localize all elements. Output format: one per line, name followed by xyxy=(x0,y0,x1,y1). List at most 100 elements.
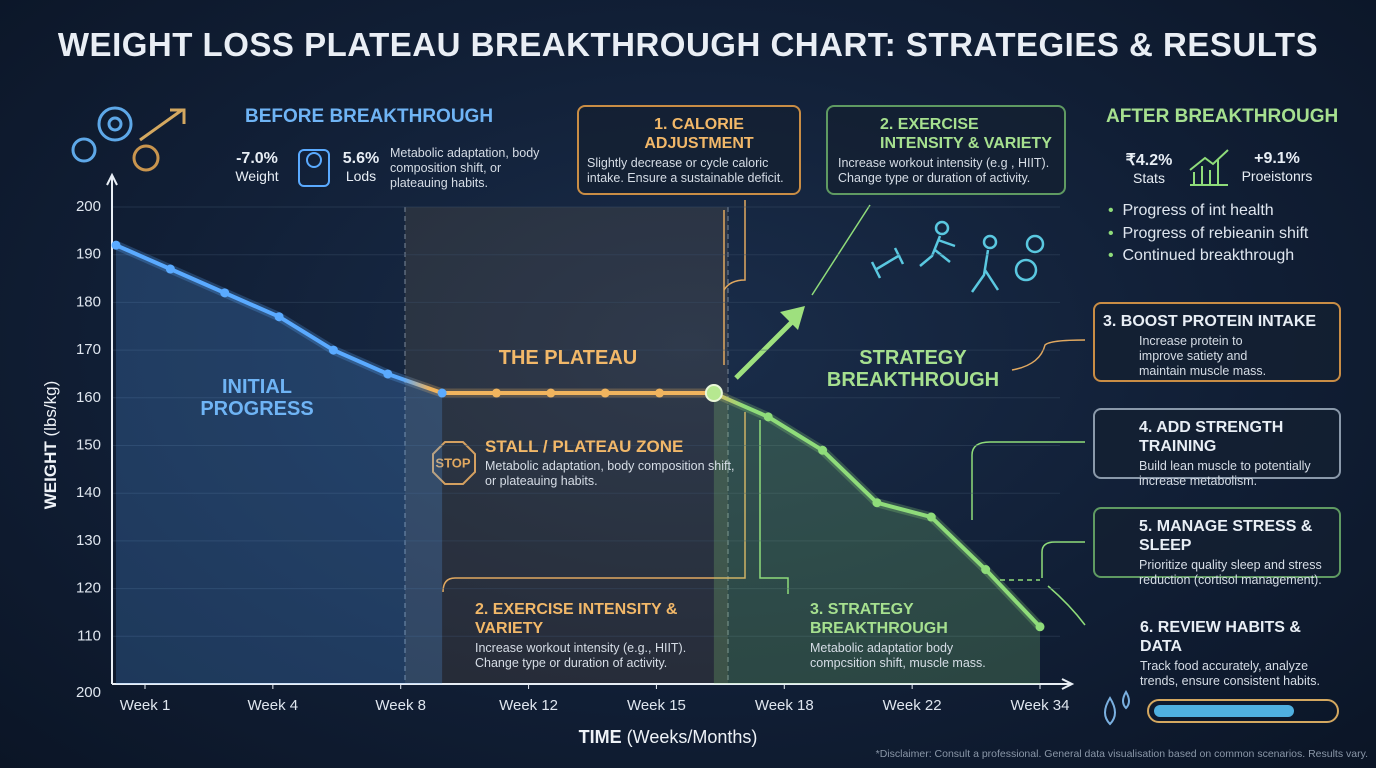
plateau-zone xyxy=(405,207,728,684)
point xyxy=(546,388,556,398)
stop-icon xyxy=(432,441,476,485)
point xyxy=(818,445,828,455)
x-axis-title-bold: TIME xyxy=(579,727,622,747)
stat-value: +9.1% xyxy=(1254,150,1300,167)
strategy-box: 2. EXERCISE INTENSITY & VARIETY Increase … xyxy=(826,105,1066,195)
progress-bar xyxy=(1147,699,1339,723)
strategy-box: 4. ADD STRENGTH TRAINING Build lean muscl… xyxy=(1093,408,1341,488)
point xyxy=(328,345,338,355)
point xyxy=(981,565,991,575)
point xyxy=(763,412,773,422)
arrow xyxy=(811,204,871,296)
arrow xyxy=(1047,585,1086,626)
point xyxy=(1035,622,1045,632)
strategy-title: 1. CALORIE ADJUSTMENT xyxy=(644,116,754,152)
y-tick-label: 180 xyxy=(76,293,101,310)
y-tick-label: 200 xyxy=(76,684,101,701)
before-title: BEFORE BREAKTHROUGH xyxy=(245,106,494,127)
strategy-box: 3. BOOST PROTEIN INTAKE Increase protein … xyxy=(1093,302,1341,382)
y-tick-label: 120 xyxy=(76,580,101,597)
point xyxy=(872,498,882,508)
arrow xyxy=(1041,541,1085,578)
arrow xyxy=(1011,339,1086,371)
strategy-box: 1. CALORIE ADJUSTMENT Slightly decrease o… xyxy=(577,105,801,195)
strategy-title: 3. BOOST PROTEIN INTAKE xyxy=(1103,313,1317,330)
strategy-text: Increase workout intensity (e.g., HIIT).… xyxy=(475,641,687,670)
line xyxy=(115,243,1042,629)
strategy-text: Increase protein to improve satiety and … xyxy=(1139,334,1267,378)
point xyxy=(926,512,936,522)
x-tick-label: Week 4 xyxy=(248,697,299,714)
stall-text: Metabolic adaptation, body composition s… xyxy=(485,459,735,488)
disclaimer: *Disclaimer: Consult a professional. Gen… xyxy=(875,748,1368,760)
zone-label: STRATEGY BREAKTHROUGH xyxy=(826,347,1000,391)
y-tick-label: 110 xyxy=(77,627,101,644)
y-axis-title: WEIGHT (lbs/kg) xyxy=(41,381,60,509)
fitness-icons xyxy=(870,220,1045,293)
x-tick-label: Week 1 xyxy=(120,697,171,714)
x-tick-label: Week 22 xyxy=(883,697,942,714)
strategy-text: Metabolic adaptatior body compcsition sh… xyxy=(810,641,986,670)
point xyxy=(383,369,393,379)
strategy-text: Build lean muscle to potentially increas… xyxy=(1139,459,1311,488)
strategy-text: Prioritize quality sleep and stress redu… xyxy=(1139,558,1322,587)
point xyxy=(111,240,121,250)
y-axis xyxy=(106,172,118,684)
strategy-title: 2. EXERCISE INTENSITY & VARIETY xyxy=(475,601,678,637)
point xyxy=(655,388,665,398)
drops-icon xyxy=(1104,690,1130,726)
x-tick-label: Week 15 xyxy=(627,697,686,714)
after-bullets: • Progress of int health • Progress of re… xyxy=(1108,200,1308,268)
area xyxy=(713,393,1040,684)
y-axis-title-unit: (lbs/kg) xyxy=(41,381,60,437)
bullet: • Progress of int health xyxy=(1108,202,1274,219)
strategy-text: Track food accurately, analyze trends, e… xyxy=(1140,659,1320,688)
y-tick-label: 160 xyxy=(76,389,101,406)
title: WEIGHT LOSS PLATEAU BREAKTHROUGH CHART: … xyxy=(57,26,1319,63)
bullet-text: Continued breakthrough xyxy=(1122,247,1295,264)
after-title: AFTER BREAKTHROUGH xyxy=(1106,106,1339,127)
point xyxy=(437,388,447,398)
bullet: • Continued breakthrough xyxy=(1108,247,1295,264)
arrow xyxy=(759,420,789,594)
stop-label: STOP xyxy=(435,455,470,470)
before-text: Metabolic adaptation, body composition s… xyxy=(390,146,540,190)
bullet: • Progress of rebieanin shift xyxy=(1108,224,1309,242)
stat-label: Weight xyxy=(235,168,279,184)
breakthrough-arrowhead xyxy=(780,306,805,330)
point xyxy=(600,388,610,398)
strategy-text: Slightly decrease or cycle caloric intak… xyxy=(587,156,784,185)
gear-icon xyxy=(71,106,186,172)
area xyxy=(116,245,443,684)
y-tick-label: 150 xyxy=(76,436,101,453)
point xyxy=(491,388,501,398)
bullet-text: Progress of rebieanin shift xyxy=(1122,224,1309,242)
zone-label: THE PLATEAU xyxy=(498,347,638,369)
stat-label: Proeistonrs xyxy=(1241,168,1313,184)
strategy-title: 5. MANAGE STRESS & SLEEP xyxy=(1139,518,1313,554)
strategy-title: 6. REVIEW HABITS & DATA xyxy=(1140,619,1301,655)
strategy-item: 6. REVIEW HABITS & DATA Track food accura… xyxy=(1140,618,1345,689)
arrow xyxy=(442,412,746,593)
stall-title: STALL / PLATEAU ZONE xyxy=(485,437,684,456)
after-stat: +9.1% Proeistonrs xyxy=(1232,150,1322,184)
strategy-title: 4. ADD STRENGTH TRAINING xyxy=(1139,419,1284,455)
x-tick-label: Week 8 xyxy=(375,697,426,714)
chart-icon xyxy=(1189,149,1229,186)
point xyxy=(165,264,175,274)
point xyxy=(220,288,230,298)
stat-value: ₹4.2% xyxy=(1125,152,1173,169)
stall-note: STALL / PLATEAU ZONE Metabolic adaptation… xyxy=(485,437,735,489)
x-axis-title: TIME (Weeks/Months) xyxy=(579,727,758,747)
x-tick-label: Week 34 xyxy=(1011,697,1070,714)
y-tick-label: 190 xyxy=(76,246,101,263)
scale-icon xyxy=(298,149,330,187)
y-axis-title-bold: WEIGHT xyxy=(41,441,60,510)
stat-label: Stats xyxy=(1133,170,1165,186)
x-tick-label: Week 12 xyxy=(499,697,558,714)
breakthrough-arrow xyxy=(734,312,802,380)
arrow xyxy=(723,200,746,291)
after-stat: ₹4.2% Stats xyxy=(1116,150,1182,186)
